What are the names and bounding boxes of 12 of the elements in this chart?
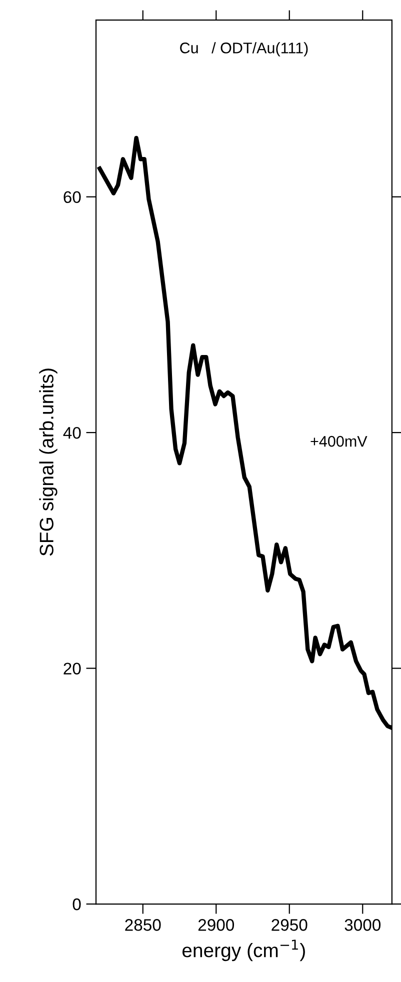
y-tick-label: 20 [64, 662, 81, 674]
annotation: +400mV [310, 436, 368, 447]
x-tick-label: 3000 [344, 919, 381, 931]
y-tick-label: 0 [72, 898, 81, 910]
x-tick-label: 2950 [272, 919, 308, 931]
x-axis-title: energy (cm$^{−1}$) [182, 940, 305, 962]
y-tick-label: 60 [64, 191, 81, 204]
annotation: Cu / ODT/Au(111) [180, 42, 308, 56]
x-tick-label: 2900 [198, 919, 234, 931]
x-tick-label: 2850 [125, 919, 161, 931]
y-tick-label: 40 [63, 426, 81, 439]
y-axis-title: SFG signal (arb.units) [39, 368, 58, 556]
